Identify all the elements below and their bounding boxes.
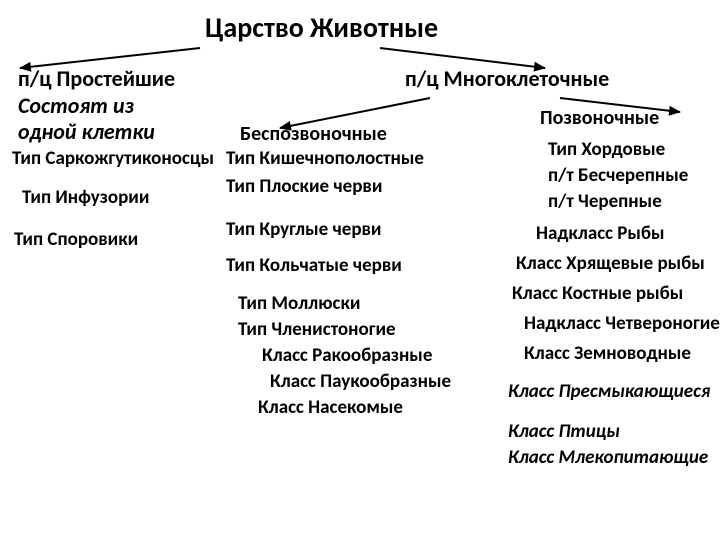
invert-l1: Тип Кишечнополостные bbox=[226, 147, 424, 170]
protozoa-desc-1: Состоят из bbox=[18, 92, 134, 119]
protozoa-desc-2: одной клетки bbox=[18, 118, 155, 145]
vert-l7: Надкласс Четвероногие bbox=[524, 312, 720, 335]
invert-l7: Класс Ракообразные bbox=[262, 344, 432, 367]
invert-l4: Тип Кольчатые черви bbox=[226, 254, 402, 277]
vertebrates-heading: Позвоночные bbox=[540, 106, 659, 130]
invert-l5: Тип Моллюски bbox=[238, 292, 360, 315]
page-title: Царство Животные bbox=[205, 10, 438, 45]
protozoa-type-1: Тип Саркожгутиконосцы bbox=[12, 147, 214, 170]
vert-l9: Класс Пресмыкающиеся bbox=[508, 380, 710, 403]
vert-l6: Класс Костные рыбы bbox=[512, 282, 683, 305]
invert-l8: Класс Паукообразные bbox=[270, 370, 451, 393]
vert-l8: Класс Земноводные bbox=[524, 342, 691, 365]
invert-l2: Тип Плоские черви bbox=[226, 175, 382, 198]
invert-l6: Тип Членистоногие bbox=[238, 318, 396, 341]
multicellular-heading: п/ц Многоклеточные bbox=[405, 65, 609, 92]
vert-l1: Тип Хордовые bbox=[548, 138, 665, 161]
invert-l3: Тип Круглые черви bbox=[226, 218, 382, 241]
vert-l4: Надкласс Рыбы bbox=[536, 222, 665, 245]
protozoa-heading: п/ц Простейшие bbox=[18, 65, 175, 92]
vert-l10: Класс Птицы bbox=[508, 420, 620, 443]
vert-l11: Класс Млекопитающие bbox=[508, 446, 708, 469]
invert-l9: Класс Насекомые bbox=[258, 396, 403, 419]
invertebrates-heading: Беспозвоночные bbox=[240, 122, 387, 146]
protozoa-type-3: Тип Споровики bbox=[14, 228, 138, 251]
protozoa-type-2: Тип Инфузории bbox=[22, 186, 149, 209]
vert-l5: Класс Хрящевые рыбы bbox=[516, 252, 705, 275]
vert-l3: п/т Черепные bbox=[548, 190, 662, 213]
vert-l2: п/т Бесчерепные bbox=[548, 164, 688, 187]
